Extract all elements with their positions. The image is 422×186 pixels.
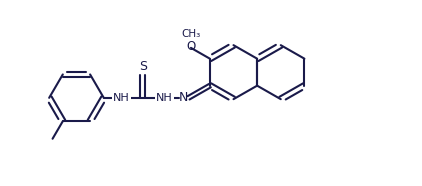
Text: O: O	[187, 40, 195, 53]
Text: N: N	[179, 91, 188, 104]
Text: CH₃: CH₃	[181, 29, 200, 39]
Text: NH: NH	[156, 93, 173, 103]
Text: S: S	[139, 60, 147, 73]
Text: NH: NH	[113, 93, 130, 103]
